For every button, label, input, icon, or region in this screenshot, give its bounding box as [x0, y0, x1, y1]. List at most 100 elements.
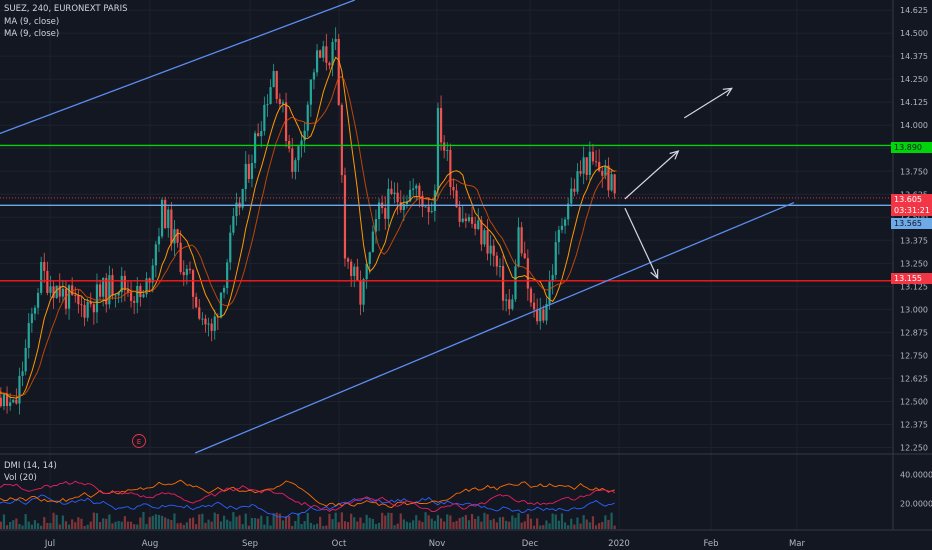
volume-bar	[443, 521, 446, 529]
volume-bar	[164, 517, 167, 529]
candle-body	[449, 149, 452, 187]
volume-bar	[40, 525, 43, 529]
candle-body	[477, 220, 480, 229]
candle-body	[300, 140, 303, 147]
candle-body	[486, 230, 489, 254]
y-tick-label: 13.750	[900, 167, 928, 176]
volume-bar	[554, 514, 557, 529]
volume-bar	[204, 522, 207, 529]
volume-bar	[238, 515, 241, 529]
volume-bar	[436, 515, 440, 529]
candle-body	[415, 185, 418, 189]
volume-bar	[582, 515, 585, 529]
earnings-marker-circle	[132, 434, 146, 448]
volume-bar	[15, 518, 18, 529]
vol-legend[interactable]: Vol (20)	[4, 473, 37, 483]
candle-body	[117, 292, 120, 296]
dmi-legend[interactable]: DMI (14, 14)	[4, 461, 57, 471]
volume-bar	[229, 521, 232, 529]
y-tick-label: 14.625	[900, 6, 928, 15]
volume-bar	[185, 522, 188, 529]
candle-body	[545, 304, 548, 321]
volume-bar	[387, 512, 390, 529]
candles	[0, 27, 616, 415]
candle-body	[474, 223, 477, 229]
candle-body	[105, 277, 108, 305]
candle-body	[328, 62, 331, 66]
candle-body	[176, 229, 179, 243]
volume-bar	[464, 515, 467, 529]
volume-bar	[350, 513, 353, 529]
candle-body	[98, 284, 102, 297]
candle-body	[92, 304, 95, 313]
ma-legend-1[interactable]: MA (9, close)	[4, 17, 60, 27]
projection-arrow	[624, 207, 659, 279]
candle-body	[470, 217, 474, 224]
volume-bar	[244, 513, 247, 529]
candle-body	[598, 161, 601, 171]
volume-bar	[5, 525, 9, 529]
candle-body	[464, 218, 467, 222]
lower-pane	[0, 479, 616, 529]
volume-bar	[129, 521, 133, 529]
volume-bar	[126, 521, 130, 529]
candle-body	[582, 157, 585, 174]
grid	[0, 0, 893, 530]
candle-body	[71, 285, 74, 295]
candle-body	[247, 163, 250, 179]
volume-bar	[368, 517, 371, 529]
candle-body	[573, 188, 576, 192]
candle-body	[334, 38, 337, 42]
volume-bar	[0, 521, 2, 529]
candle-body	[173, 229, 176, 244]
candle-body	[294, 160, 297, 172]
volume-bar	[216, 513, 219, 529]
x-tick-label: Mar	[789, 539, 806, 549]
volume-bar	[102, 518, 105, 529]
volume-bar	[269, 525, 272, 529]
candle-body	[275, 71, 278, 99]
volume-bar	[532, 525, 536, 529]
candle-body	[505, 299, 508, 301]
volume-bar	[250, 517, 254, 529]
volume-bar	[356, 521, 359, 529]
candle-body	[188, 268, 192, 271]
candle-body	[303, 130, 306, 141]
candle-body	[145, 278, 148, 295]
volume-bar	[470, 514, 474, 529]
volume-bar	[446, 514, 449, 529]
volume-bar	[64, 521, 68, 529]
volume-bar	[222, 515, 226, 529]
candle-body	[89, 301, 92, 305]
candle-body	[49, 286, 52, 293]
candle-body	[365, 264, 368, 280]
volume-bar	[337, 522, 340, 529]
candle-body	[260, 131, 263, 137]
ma-legend-2[interactable]: MA (9, close)	[4, 29, 60, 39]
volume-bar	[12, 520, 15, 529]
candle-body	[142, 294, 145, 298]
y-tick-label: 12.375	[900, 420, 928, 429]
candle-body	[539, 309, 542, 322]
candle-body	[198, 307, 201, 319]
symbol-title[interactable]: SUEZ, 240, EURONEXT PARIS	[4, 4, 128, 14]
volume-bar	[139, 517, 142, 529]
projection-arrow	[624, 150, 679, 200]
candle-body	[55, 285, 58, 298]
candle-body	[390, 188, 393, 194]
candle-body	[563, 219, 567, 226]
volume-bar	[275, 512, 278, 529]
candle-body	[570, 188, 573, 204]
projection-arrow	[683, 87, 733, 119]
candle-body	[548, 281, 551, 305]
candle-body	[514, 266, 517, 300]
candle-body	[133, 300, 136, 303]
volume-bar	[334, 512, 337, 529]
candle-body	[226, 262, 229, 289]
volume-bar	[418, 520, 421, 529]
volume-bar	[281, 520, 285, 529]
candle-body	[439, 108, 443, 143]
volume-bar	[374, 524, 378, 529]
